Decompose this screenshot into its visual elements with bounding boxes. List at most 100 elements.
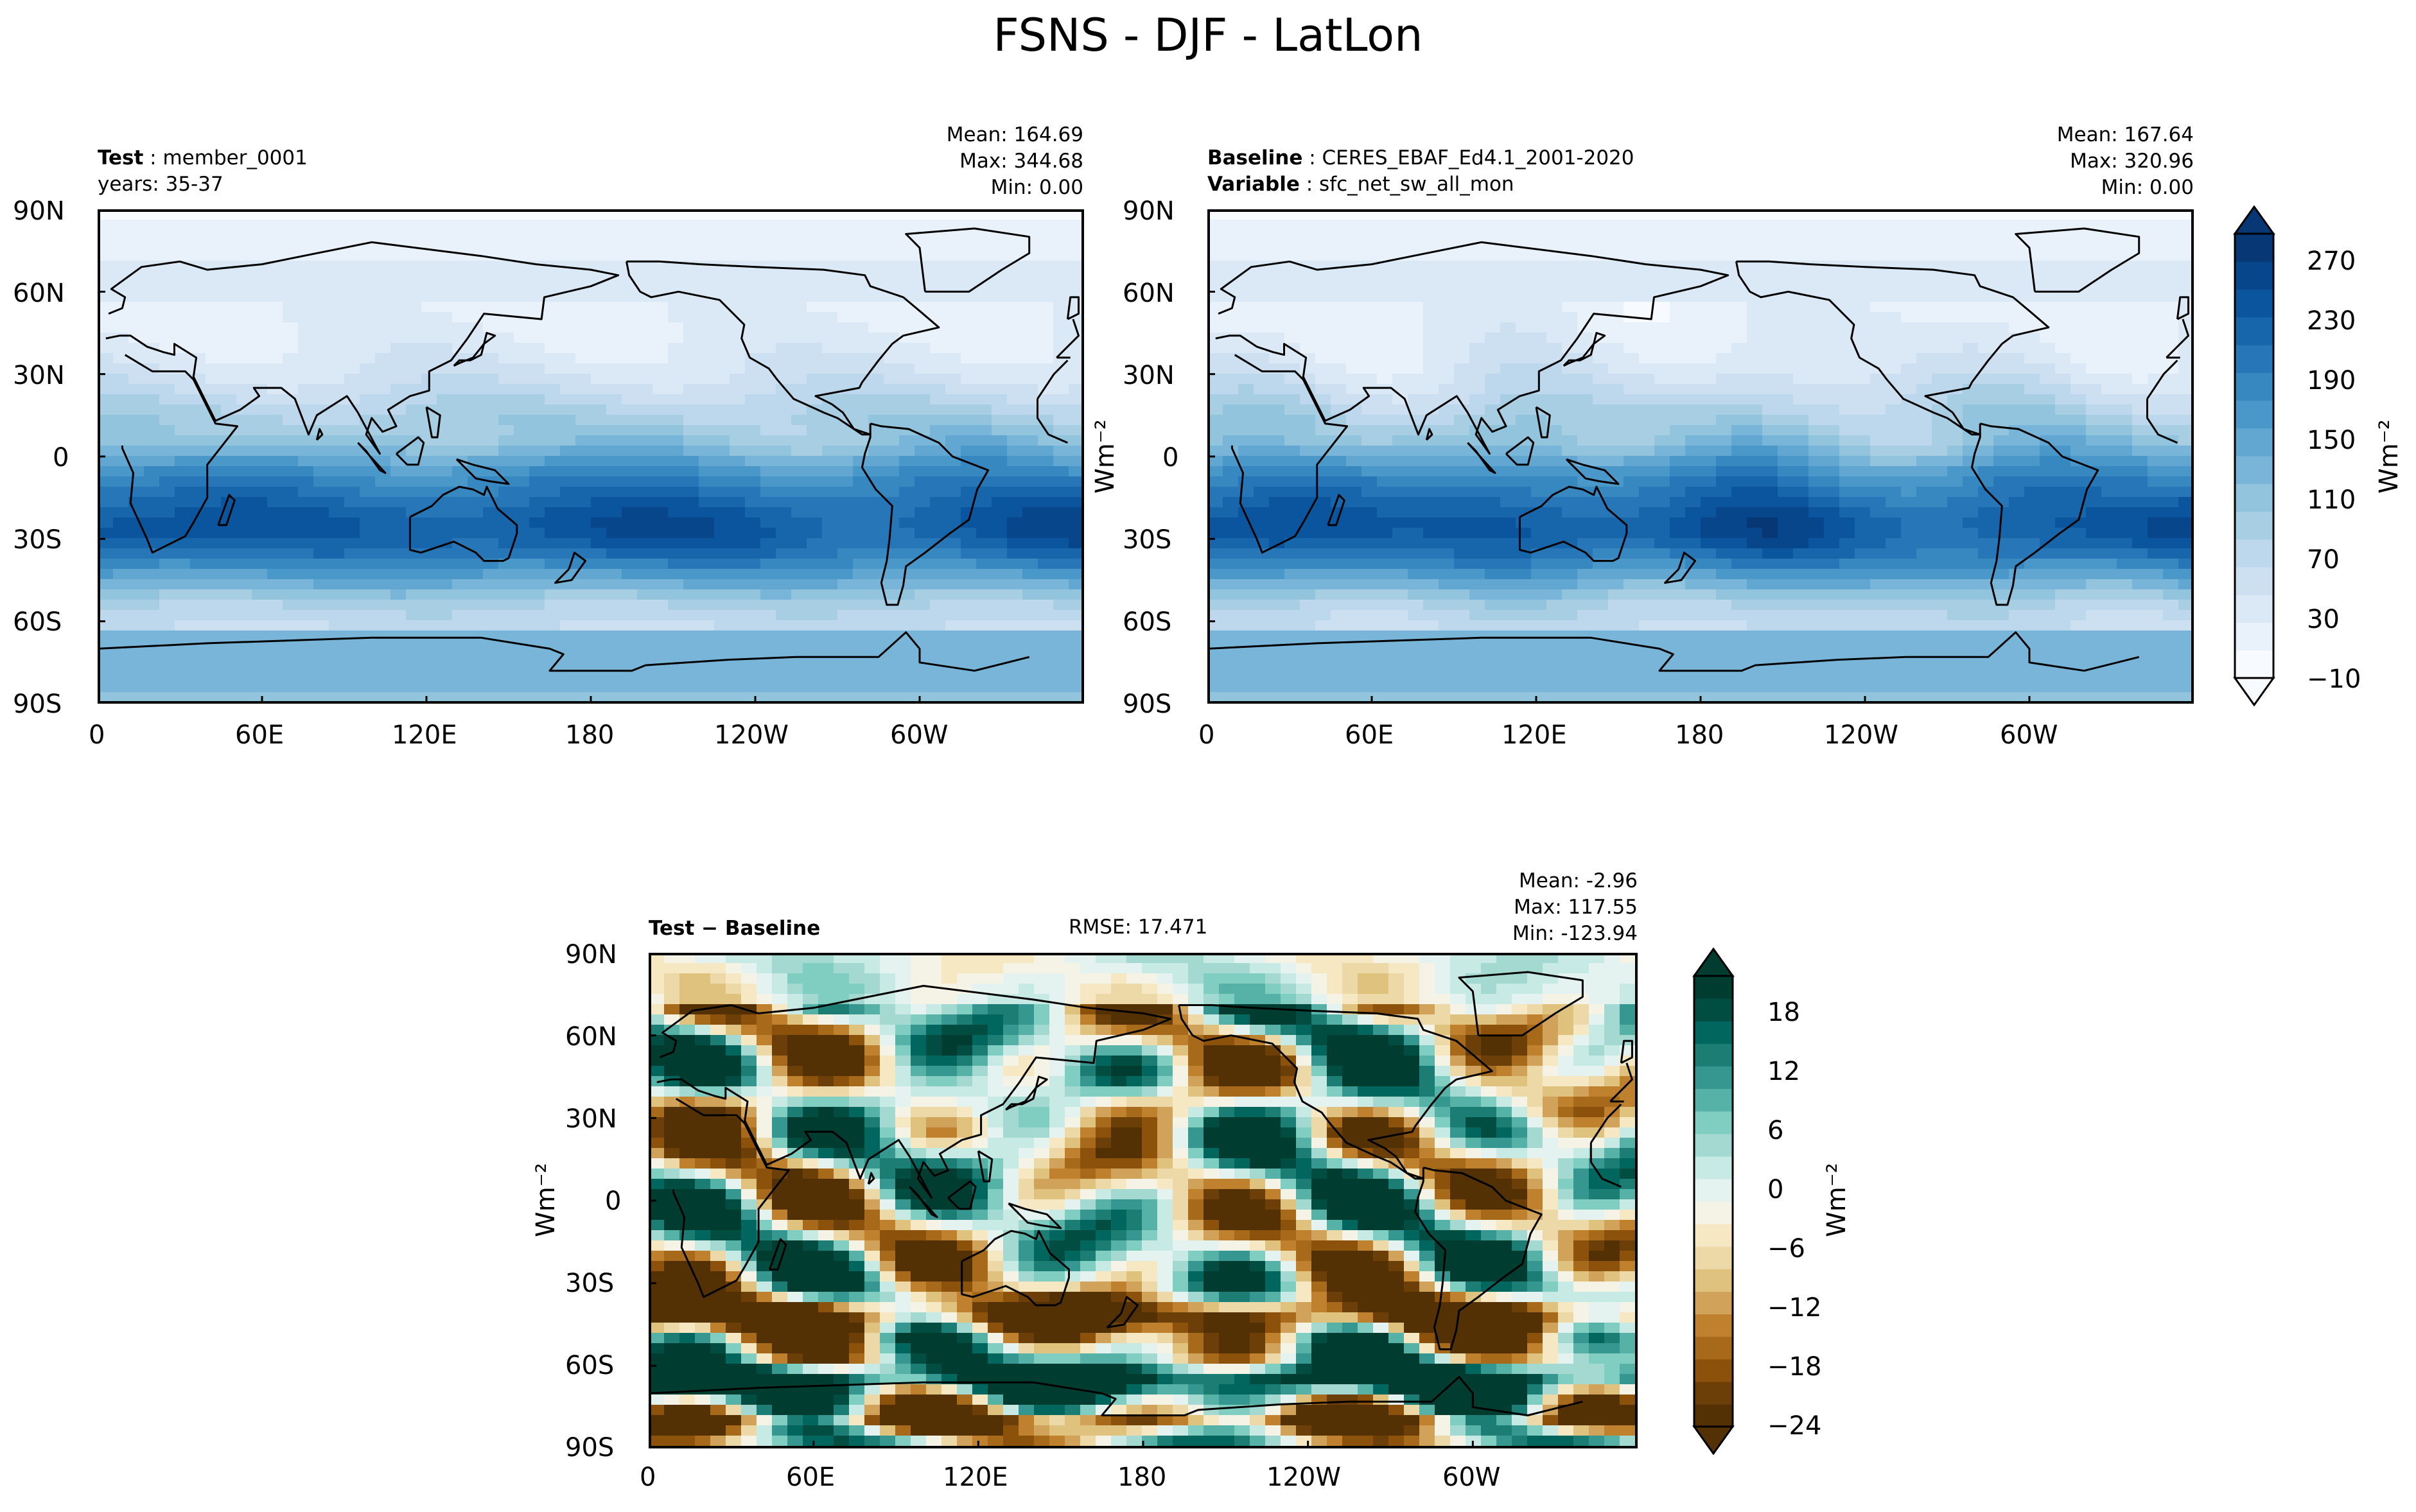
field-cell [252, 466, 268, 477]
field-cell [668, 374, 684, 385]
field-cell [575, 363, 591, 374]
field-cell [2086, 384, 2102, 395]
field-cell [622, 394, 638, 405]
field-cell [699, 528, 715, 539]
field-cell [837, 425, 853, 436]
field-cell [252, 569, 268, 580]
field-cell [1778, 404, 1794, 415]
field-cell [1038, 404, 1054, 415]
field-cell [283, 517, 299, 528]
field-cell [1608, 240, 1624, 251]
field-cell [1978, 209, 1994, 220]
field-cell [375, 538, 391, 549]
field-cell [637, 230, 653, 241]
field-cell [1993, 466, 2009, 477]
field-cell [344, 415, 360, 426]
field-cell [575, 353, 591, 364]
field-cell [1007, 641, 1023, 652]
field-cell [1639, 343, 1655, 354]
field-cell [1238, 333, 1254, 343]
field-cell [175, 651, 191, 662]
field-cell [1593, 374, 1609, 385]
field-cell [853, 281, 869, 292]
field-cell [976, 579, 992, 590]
field-cell [144, 497, 160, 508]
field-cell [283, 312, 299, 323]
field-cell [1993, 435, 2009, 446]
field-cell [390, 497, 407, 508]
field-cell [1053, 528, 1069, 539]
field-cell [1377, 209, 1393, 220]
field-cell [791, 291, 807, 302]
field-cell [745, 651, 761, 662]
field-cell [206, 559, 222, 569]
field-cell [468, 240, 484, 251]
field-cell [560, 610, 576, 621]
field-cell [1007, 333, 1023, 343]
field-cell [329, 610, 345, 621]
field-cell [791, 415, 807, 426]
field-cell [1747, 456, 1763, 467]
field-cell [1516, 343, 1532, 354]
field-cell [236, 435, 252, 446]
field-cell [2132, 435, 2148, 446]
field-cell [175, 641, 191, 652]
field-cell [591, 620, 607, 631]
field-cell [252, 517, 268, 528]
field-cell [1454, 446, 1470, 456]
field-cell [1500, 404, 1516, 415]
field-cell [1454, 333, 1470, 343]
field-cell [236, 559, 252, 569]
field-cell [560, 271, 576, 282]
field-cell [1624, 343, 1640, 354]
field-cell [668, 435, 684, 446]
field-cell [252, 220, 268, 230]
field-cell [560, 374, 576, 385]
field-cell [113, 466, 129, 477]
field-cell [1315, 302, 1331, 313]
field-cell [313, 384, 329, 395]
field-cell [1223, 220, 1239, 230]
field-cell [899, 507, 915, 518]
field-cell [1670, 343, 1686, 354]
field-cell [360, 487, 376, 498]
field-cell [853, 230, 869, 241]
field-cell [1808, 404, 1825, 415]
field-cell [899, 487, 915, 498]
coastline [408, 485, 518, 562]
field-cell [1284, 384, 1300, 395]
test-xtick-120w: 120W [714, 720, 789, 750]
field-cell [1516, 476, 1532, 487]
field-cell [437, 692, 453, 703]
field-cell [221, 559, 237, 569]
field-cell [637, 322, 653, 333]
field-cell [575, 271, 591, 282]
field-cell [1053, 343, 1069, 354]
field-cell [360, 291, 376, 302]
field-cell [1993, 446, 2009, 456]
field-cell [206, 333, 222, 343]
field-cell [1947, 261, 1963, 272]
field-cell [899, 497, 915, 508]
field-cell [1993, 302, 2009, 313]
field-cell [545, 312, 561, 323]
field-cell [2009, 353, 2025, 364]
field-cell [1793, 302, 1809, 313]
field-cell [560, 230, 576, 241]
field-cell [1824, 394, 1840, 405]
field-cell [1454, 363, 1470, 374]
field-cell [421, 538, 437, 549]
field-cell [1562, 240, 1578, 251]
field-cell [976, 353, 992, 364]
field-cell [2086, 374, 2102, 385]
field-cell [421, 559, 437, 569]
field-cell [2163, 220, 2179, 230]
field-cell [1608, 312, 1624, 323]
field-cell [98, 507, 114, 518]
field-cell [822, 528, 838, 539]
field-cell [760, 476, 776, 487]
field-cell [668, 610, 684, 621]
field-cell [2055, 302, 2071, 313]
field-cell [976, 404, 992, 415]
field-cell [514, 333, 530, 343]
